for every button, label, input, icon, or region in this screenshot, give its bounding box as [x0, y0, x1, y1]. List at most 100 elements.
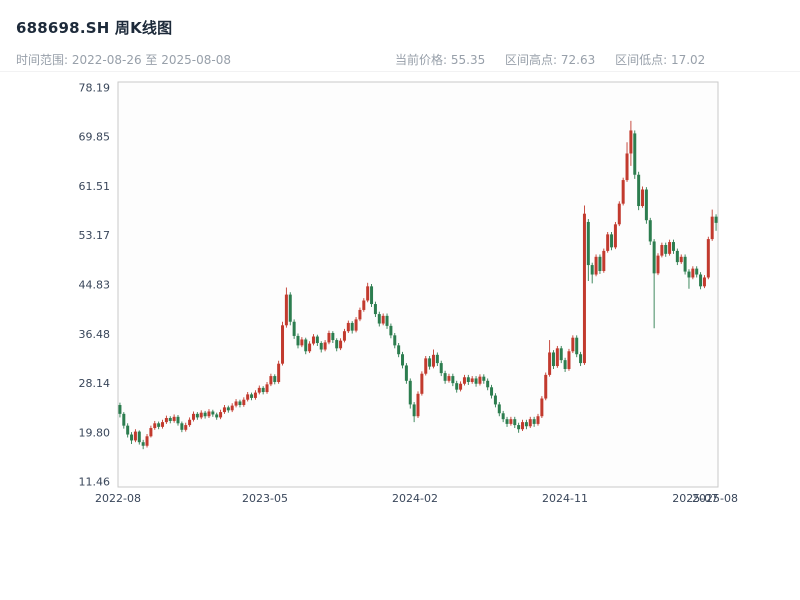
candle [524, 419, 528, 430]
candle-body [524, 422, 528, 427]
candle-body [536, 416, 540, 424]
candle-body [594, 256, 598, 275]
candle [532, 416, 536, 427]
candle-body [490, 387, 494, 396]
candle [687, 269, 691, 289]
candle [366, 282, 370, 303]
candle-body [366, 286, 370, 301]
candle [133, 429, 137, 443]
candle [215, 412, 219, 420]
candle [706, 236, 710, 280]
candle [350, 321, 354, 334]
candle-body [133, 431, 137, 441]
candle [234, 399, 238, 408]
candle-body [331, 332, 335, 341]
candle-body [571, 337, 575, 352]
candle-body [668, 242, 672, 254]
candle-body [180, 423, 184, 430]
candle [664, 242, 668, 257]
candle [567, 348, 571, 371]
candle-body [617, 203, 621, 225]
candle-body [517, 425, 521, 430]
candle [137, 430, 141, 445]
candle [590, 262, 594, 284]
candle-body [501, 413, 505, 420]
candle-body [466, 377, 470, 382]
candle [250, 392, 254, 401]
candle [211, 409, 215, 417]
candle-body [339, 340, 343, 349]
candle-body [315, 336, 319, 344]
y-tick-label: 19.80 [79, 426, 111, 439]
candle [493, 393, 497, 408]
candle [408, 378, 412, 409]
candle-body [420, 373, 424, 394]
candle-body [164, 418, 168, 423]
candle-body [602, 250, 606, 271]
candle-body [381, 315, 385, 324]
candle-body [544, 374, 548, 399]
candle-body [126, 425, 130, 435]
candle-body [304, 339, 308, 352]
candle-body [141, 442, 145, 446]
candle [637, 171, 641, 211]
candle-body [424, 358, 428, 374]
candle [420, 371, 424, 396]
candle [451, 373, 455, 387]
candle [308, 341, 312, 354]
candle [199, 410, 203, 420]
candle [188, 417, 192, 427]
candle-body [486, 380, 490, 388]
candle-body [269, 376, 273, 385]
candle-body [687, 271, 691, 278]
candle [253, 390, 257, 400]
candle [141, 439, 145, 450]
candle [575, 335, 579, 358]
candle-body [702, 277, 706, 287]
candle-body [706, 239, 710, 278]
candle [319, 341, 323, 353]
candle-body [207, 411, 211, 417]
candle-body [257, 387, 261, 393]
candle [311, 334, 315, 346]
candle-body [246, 394, 250, 400]
candle-body [447, 376, 451, 381]
candle [675, 248, 679, 266]
candle [505, 416, 509, 427]
candle [404, 363, 408, 384]
candle [586, 219, 590, 282]
candle [304, 337, 308, 355]
candle [613, 221, 617, 250]
candle [509, 416, 513, 426]
candle-body [664, 245, 668, 254]
candle [443, 370, 447, 384]
candle [315, 334, 319, 346]
candle-body [176, 416, 180, 424]
candle [389, 323, 393, 339]
candle-body [579, 354, 583, 364]
candle-body [230, 405, 234, 411]
candle [671, 239, 675, 254]
candle-body [644, 189, 648, 221]
y-tick-label: 44.83 [79, 278, 111, 291]
candle-body [393, 335, 397, 346]
candle [168, 416, 172, 424]
candle-body [284, 294, 288, 326]
candle [652, 239, 656, 329]
candle-body [335, 340, 339, 349]
candle [401, 351, 405, 369]
candle-body [509, 419, 513, 424]
candle [346, 320, 350, 333]
candle-body [497, 404, 501, 414]
candle [439, 360, 443, 377]
candle [474, 376, 478, 387]
candle [277, 360, 281, 384]
candle-body [292, 321, 296, 336]
candle-body [439, 363, 443, 374]
candle-body [575, 337, 579, 355]
candle-body [265, 384, 269, 393]
candle-body [470, 378, 474, 382]
candle-body [397, 345, 401, 355]
candle-body [346, 322, 350, 332]
